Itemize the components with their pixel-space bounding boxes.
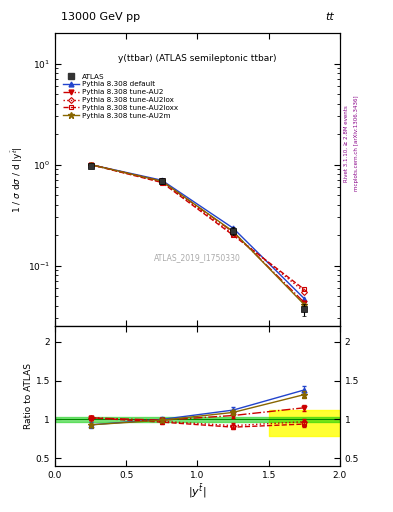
Text: mcplots.cern.ch [arXiv:1306.3436]: mcplots.cern.ch [arXiv:1306.3436] bbox=[354, 96, 359, 191]
Text: y(ttbar) (ATLAS semileptonic ttbar): y(ttbar) (ATLAS semileptonic ttbar) bbox=[118, 54, 277, 63]
Text: Rivet 3.1.10, ≥ 2.8M events: Rivet 3.1.10, ≥ 2.8M events bbox=[344, 105, 349, 182]
Text: ATLAS_2019_I1750330: ATLAS_2019_I1750330 bbox=[154, 253, 241, 262]
X-axis label: $|y^{\bar{t}}|$: $|y^{\bar{t}}|$ bbox=[188, 482, 207, 500]
Legend: ATLAS, Pythia 8.308 default, Pythia 8.308 tune-AU2, Pythia 8.308 tune-AU2lox, Py: ATLAS, Pythia 8.308 default, Pythia 8.30… bbox=[61, 72, 179, 120]
Text: tt: tt bbox=[325, 12, 334, 22]
Bar bbox=[55, 417, 340, 422]
Y-axis label: Ratio to ATLAS: Ratio to ATLAS bbox=[24, 363, 33, 429]
Text: 13000 GeV pp: 13000 GeV pp bbox=[61, 12, 140, 22]
Y-axis label: 1 / $\sigma$ d$\sigma$ / d |y$^{\bar{t}}$|: 1 / $\sigma$ d$\sigma$ / d |y$^{\bar{t}}… bbox=[9, 146, 25, 213]
